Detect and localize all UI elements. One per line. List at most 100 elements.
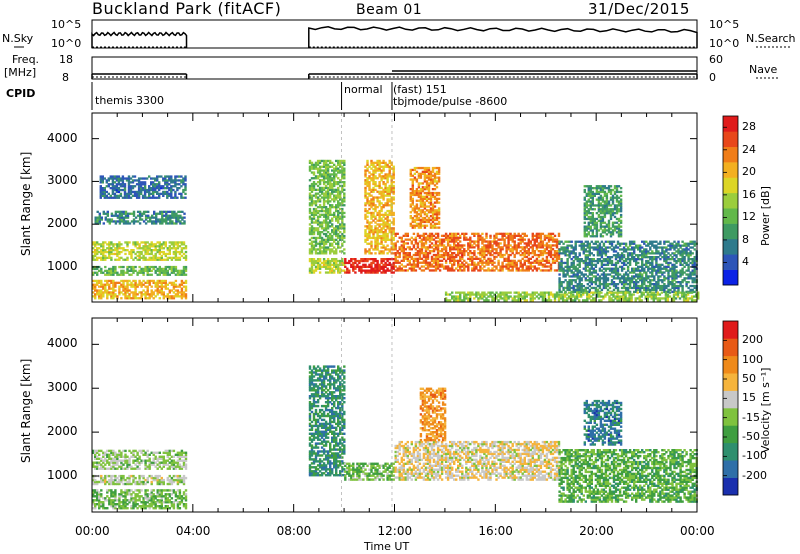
heatmap-cell: [430, 236, 434, 239]
heatmap-cell: [425, 188, 429, 191]
heatmap-cell: [364, 209, 367, 213]
heatmap-cell: [372, 182, 375, 186]
heatmap-cell: [598, 259, 602, 263]
heatmap-cell: [509, 253, 512, 257]
heatmap-cell: [92, 258, 95, 261]
heatmap-cell: [92, 295, 95, 298]
heatmap-cell: [316, 188, 320, 191]
heatmap-cell: [335, 267, 338, 270]
heatmap-cell: [166, 265, 169, 269]
heatmap-cell: [159, 218, 162, 221]
heatmap-cell: [170, 192, 173, 195]
heatmap-cell: [578, 259, 581, 263]
heatmap-cell: [425, 184, 429, 187]
heatmap-cell: [600, 263, 604, 266]
heatmap-cell: [421, 203, 425, 206]
heatmap-cell: [178, 187, 181, 190]
heatmap-cell: [166, 247, 169, 250]
heatmap-cell: [598, 284, 602, 288]
heatmap-cell: [376, 229, 379, 232]
heatmap-cell: [378, 267, 381, 270]
heatmap-cell: [144, 214, 148, 217]
heatmap-cell: [329, 206, 332, 209]
heatmap-cell: [503, 238, 506, 241]
heatmap-cell: [364, 238, 367, 241]
heatmap-cell: [308, 192, 312, 195]
heatmap-cell: [331, 244, 334, 247]
heatmap-cell: [143, 196, 147, 199]
heatmap-cell: [152, 279, 155, 283]
heatmap-cell: [493, 236, 496, 239]
heatmap-cell: [584, 261, 587, 265]
heatmap-cell: [372, 248, 375, 251]
heatmap-cell: [429, 224, 433, 227]
heatmap-cell: [366, 198, 369, 201]
heatmap-cell: [350, 259, 353, 263]
heatmap-cell: [182, 179, 185, 182]
heatmap-cell: [96, 216, 99, 219]
heatmap-cell: [335, 196, 338, 199]
heatmap-cell: [164, 187, 167, 190]
heatmap-cell: [178, 291, 182, 294]
heatmap-cell: [408, 253, 411, 257]
heatmap-cell: [429, 211, 433, 214]
heatmap-cell: [166, 183, 169, 186]
heatmap-cell: [388, 269, 391, 272]
heatmap-cell: [479, 253, 482, 257]
heatmap-cell: [459, 240, 462, 243]
heatmap-cell: [350, 265, 353, 268]
heatmap-cell: [604, 263, 608, 266]
heatmap-cell: [406, 252, 409, 255]
heatmap-cell: [384, 194, 387, 197]
heatmap-cell: [314, 240, 318, 243]
heatmap-cell: [626, 256, 630, 259]
heatmap-cell: [671, 244, 674, 247]
heatmap-cell: [176, 289, 180, 292]
heatmap-cell: [433, 209, 437, 212]
heatmap-cell: [539, 252, 543, 255]
heatmap-cell: [507, 236, 510, 239]
heatmap-cell: [463, 238, 466, 241]
heatmap-cell: [178, 283, 182, 286]
heatmap-cell: [164, 175, 167, 178]
heatmap-cell: [337, 240, 340, 243]
heatmap-cell: [392, 213, 395, 216]
heatmap-cell: [312, 227, 316, 230]
heatmap-cell: [432, 261, 436, 264]
heatmap-cell: [118, 265, 121, 269]
heatmap-cell: [437, 222, 441, 225]
heatmap-cell: [364, 213, 367, 216]
heatmap-cell: [433, 224, 437, 227]
heatmap-cell: [360, 259, 363, 263]
heatmap-cell: [179, 210, 182, 213]
heatmap-cell: [416, 257, 420, 260]
heatmap-cell: [138, 222, 142, 225]
heatmap-cell: [333, 259, 336, 263]
heatmap-cell: [333, 206, 336, 209]
heatmap-cell: [604, 267, 608, 270]
heatmap-cell: [424, 232, 428, 235]
heatmap-cell: [310, 204, 314, 207]
heatmap-cell: [314, 213, 318, 216]
heatmap-cell: [168, 289, 171, 292]
heatmap-cell: [574, 288, 577, 291]
heatmap-cell: [614, 284, 618, 288]
heatmap-cell: [331, 236, 334, 240]
heatmap-cell: [146, 285, 149, 288]
heatmap-cell: [314, 269, 318, 272]
heatmap-cell: [421, 170, 425, 173]
heatmap-cell: [424, 253, 428, 257]
heatmap-cell: [417, 218, 421, 222]
heatmap-cell: [160, 271, 163, 274]
heatmap-cell: [364, 179, 367, 182]
heatmap-cell: [675, 281, 678, 284]
heatmap-cell: [144, 222, 148, 225]
heatmap-cell: [96, 281, 99, 284]
heatmap-cell: [356, 263, 359, 266]
heatmap-cell: [368, 204, 371, 207]
heatmap-cell: [651, 269, 654, 272]
heatmap-cell: [562, 275, 565, 278]
heatmap-cell: [655, 246, 658, 249]
heatmap-cell: [172, 250, 176, 254]
heatmap-cell: [600, 246, 604, 249]
